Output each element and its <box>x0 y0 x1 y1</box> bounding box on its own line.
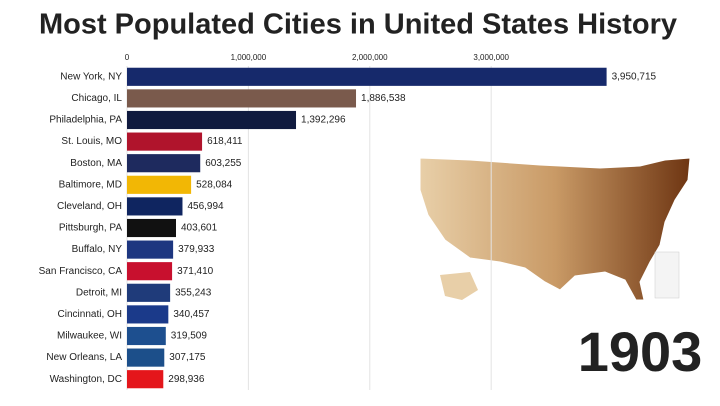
y-tick-label: Washington, DC <box>50 374 122 385</box>
x-tick-label: 1,000,000 <box>231 53 267 62</box>
map-alaska <box>440 272 478 300</box>
y-tick-label: Pittsburgh, PA <box>59 223 123 234</box>
bar <box>127 67 607 86</box>
value-label: 456,994 <box>187 201 224 212</box>
y-tick-label: New York, NY <box>60 71 122 82</box>
value-label: 371,410 <box>177 266 214 277</box>
value-label: 528,084 <box>196 179 233 190</box>
y-tick-label: St. Louis, MO <box>61 136 122 147</box>
x-tick-label: 0 <box>125 53 130 62</box>
map-shape <box>419 157 691 301</box>
y-tick-label: Boston, MA <box>70 158 122 169</box>
y-tick-label: Baltimore, MD <box>59 179 122 190</box>
bar <box>127 197 183 216</box>
y-tick-label: Cleveland, OH <box>57 201 122 212</box>
bar <box>127 370 164 389</box>
us-map <box>419 157 691 301</box>
value-label: 1,392,296 <box>301 115 346 126</box>
chart-title: Most Populated Cities in United States H… <box>39 9 677 41</box>
value-label: 355,243 <box>175 287 212 298</box>
value-label: 1,886,538 <box>361 93 406 104</box>
y-tick-label: Chicago, IL <box>71 93 122 104</box>
bar <box>127 326 166 346</box>
bar <box>127 110 297 130</box>
map-legend <box>654 251 680 299</box>
bar <box>127 240 174 259</box>
bar <box>127 305 169 324</box>
value-label: 379,933 <box>178 244 215 255</box>
value-label: 3,950,715 <box>612 71 657 82</box>
value-label: 298,936 <box>168 374 205 385</box>
bar <box>127 154 201 173</box>
bar <box>127 262 173 281</box>
value-label: 603,255 <box>205 158 242 169</box>
bar <box>127 348 165 367</box>
bar <box>127 89 357 108</box>
bar <box>127 283 171 302</box>
bar <box>127 175 192 194</box>
year-annotation: 1903 <box>578 320 703 383</box>
y-tick-label: Philadelphia, PA <box>49 115 122 126</box>
y-tick-label: Cincinnati, OH <box>58 309 122 320</box>
value-label: 307,175 <box>169 352 206 363</box>
y-tick-label: Milwaukee, WI <box>57 331 122 342</box>
value-label: 403,601 <box>181 223 218 234</box>
bar <box>127 218 176 238</box>
y-tick-label: Buffalo, NY <box>72 244 123 255</box>
y-tick-label: New Orleans, LA <box>46 352 122 363</box>
x-tick-label: 2,000,000 <box>352 53 388 62</box>
value-label: 618,411 <box>207 136 243 147</box>
x-tick-label: 3,000,000 <box>473 53 509 62</box>
value-label: 319,509 <box>171 331 208 342</box>
value-label: 340,457 <box>173 309 210 320</box>
bar <box>127 132 203 151</box>
y-tick-label: Detroit, MI <box>76 287 122 298</box>
y-tick-label: San Francisco, CA <box>39 266 123 277</box>
